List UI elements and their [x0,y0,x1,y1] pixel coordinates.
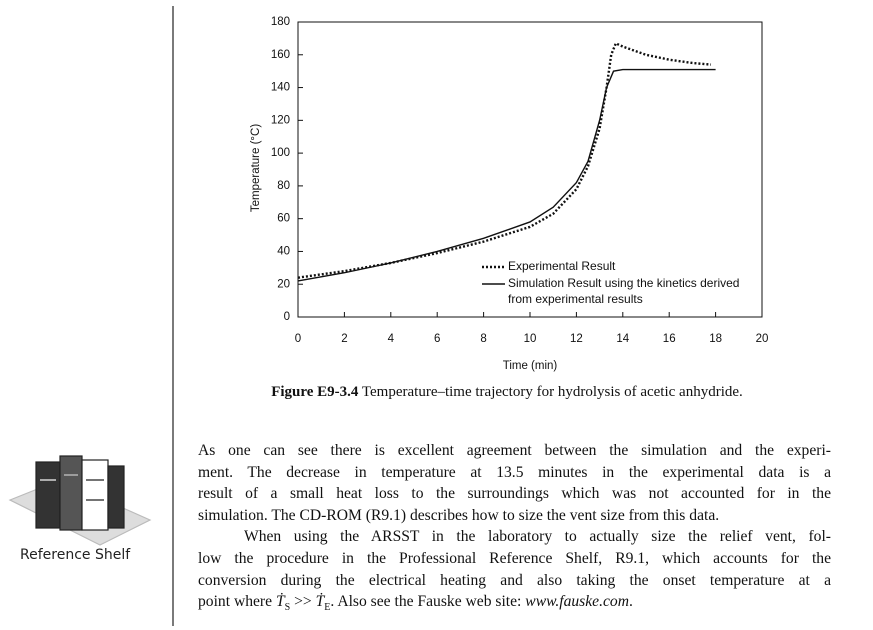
text-line: result of a small heat loss to the surro… [198,485,831,503]
text-line: As one can see there is excellent agreem… [198,442,831,459]
x-tick-label: 4 [388,333,395,345]
y-tick-label: 40 [277,245,290,257]
x-tick-label: 16 [663,333,676,345]
y-tick-label: 180 [271,16,290,28]
y-tick-label: 0 [284,311,290,323]
text: >> [290,593,316,611]
x-tick-label: 8 [480,333,486,345]
text: . [628,593,633,611]
y-axis-label: Temperature (°C) [250,124,262,212]
x-tick-label: 2 [341,333,347,345]
x-tick-label: 6 [434,333,440,345]
caption-label: Figure E9-3.4 [271,384,359,400]
y-tick-label: 120 [271,114,290,126]
x-tick-label: 20 [756,333,769,345]
text-line: conversion during the electrical heating… [198,571,831,589]
series-line [297,41,712,279]
text-line: ment. The decrease in temperature at 13.… [198,463,831,481]
y-tick-label: 80 [277,180,290,192]
x-axis-label: Time (min) [503,360,558,372]
x-tick-label: 0 [295,333,301,345]
text-line: low the procedure in the Professional Re… [198,549,831,567]
y-tick-label: 140 [271,82,290,94]
legend-entry: Experimental Result [508,259,616,273]
x-tick-label: 18 [709,333,722,345]
symbol: Ṫ [275,593,285,611]
x-tick-label: 10 [524,333,537,345]
books-icon [8,455,152,546]
text-line: When using the ARSST in the laboratory t… [244,528,831,546]
legend-entry: Simulation Result using the kinetics der… [508,276,740,306]
x-tick-label: 14 [616,333,629,345]
link[interactable]: www.fauske.com [525,593,629,611]
sidebar-label: Reference Shelf [20,547,131,563]
symbol: Ṫ [315,593,325,611]
text-line: point where ṪS >> ṪE. Also see the Fausk… [198,591,831,619]
y-tick-label: 20 [277,278,290,290]
text-line: simulation. The CD-ROM (R9.1) describes … [198,506,720,524]
y-tick-label: 100 [271,147,290,159]
figure-caption: Figure E9-3.4 Temperature–time trajector… [173,384,841,401]
subscript: E [324,602,331,614]
x-tick-label: 12 [570,333,583,345]
series-line [297,68,716,282]
body-text: As one can see there is excellent agreem… [198,440,831,619]
y-tick-label: 60 [277,213,290,225]
subscript: S [284,602,291,614]
text: point where [198,593,276,611]
y-tick-label: 160 [271,49,290,61]
caption-text: Temperature–time trajectory for hydrolys… [358,384,743,400]
text: . Also see the Fauske web site: [330,593,526,611]
